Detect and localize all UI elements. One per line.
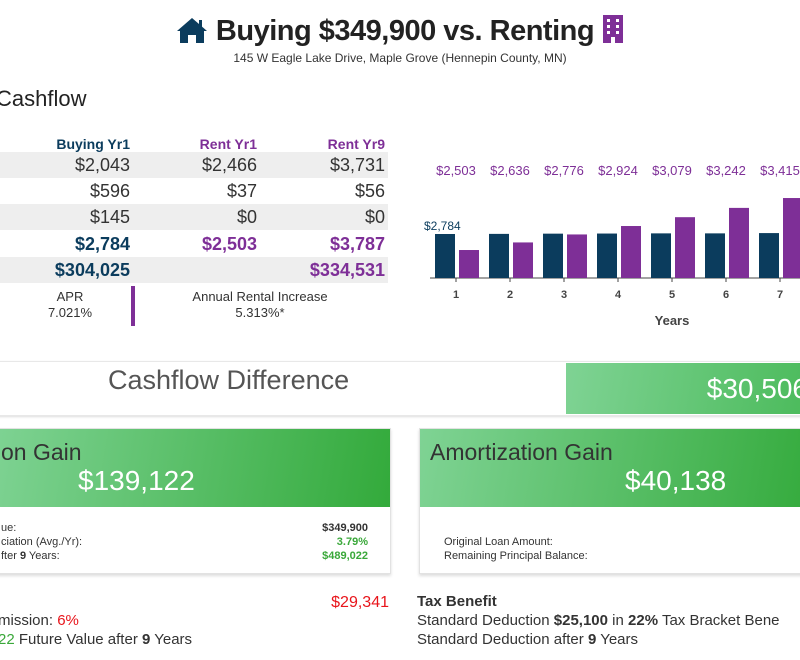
cell: $56	[354, 181, 385, 201]
cell: $2,043	[74, 155, 130, 175]
page-title: Buying $349,900 vs. Renting	[0, 14, 800, 48]
cashflow-difference-value: $30,506	[566, 363, 800, 414]
cell: $3,731	[329, 155, 385, 175]
amortization-labels: Original Loan Amount: Remaining Principa…	[444, 535, 588, 563]
col-buying-yr1: Buying Yr1	[56, 136, 130, 152]
cashflow-heading: Cashflow	[0, 86, 87, 111]
cell: $334,531	[309, 260, 385, 280]
rent-data-label: $2,924	[598, 163, 638, 178]
tax-benefit-heading: Tax Benefit	[417, 593, 497, 610]
commission-amount: $29,341	[331, 594, 389, 611]
appreciation-labels: ue: ciation (Avg./Yr): fter 9 Years:	[1, 521, 82, 563]
cashflow-chart: 1 $2,503 2 $2,636 3 $2,776 4 $2,924 5 $3,079 6 $3,2…	[424, 163, 800, 328]
bar-buying	[489, 233, 509, 278]
bar-renting	[783, 198, 800, 278]
x-tick-label: 5	[669, 289, 675, 301]
table-row: $2,043 $2,466 $3,731	[0, 152, 388, 178]
cell: $2,466	[201, 155, 257, 175]
appreciation-values: $349,900 3.79% $489,022	[322, 521, 368, 563]
cell: $3,787	[329, 234, 385, 254]
x-tick-label: 1	[453, 289, 459, 301]
appreciation-title: on Gain	[1, 439, 82, 465]
x-tick-label: 2	[507, 289, 513, 301]
rent-data-label: $3,079	[652, 163, 692, 178]
bar-renting	[513, 242, 533, 278]
building-icon	[602, 15, 623, 43]
apr-value: 7.021%	[47, 305, 93, 320]
amortization-title: Amortization Gain	[430, 439, 613, 465]
bar-renting	[459, 250, 479, 278]
value: 3.79%	[336, 536, 368, 548]
value: $349,900	[322, 522, 368, 534]
apr: APR 7.021%	[30, 289, 110, 321]
bar-buying	[435, 233, 455, 278]
address: 145 W Eagle Lake Drive, Maple Grove (Hen…	[233, 51, 567, 65]
x-tick-label: 7	[777, 289, 783, 301]
cell: $2,784	[74, 234, 130, 254]
table-row-total: $2,784 $2,503 $3,787	[0, 231, 388, 257]
x-axis-title: Years	[655, 313, 690, 328]
label: Remaining Principal Balance:	[444, 550, 588, 562]
cell: $0	[364, 207, 385, 227]
bar-renting	[621, 226, 641, 278]
amortization-header: Amortization Gain $40,138	[420, 429, 800, 507]
label: ue:	[1, 522, 17, 534]
appreciation-header: on Gain $139,122	[0, 429, 390, 507]
table-row: $596 $37 $56	[0, 178, 388, 204]
label: ciation (Avg./Yr):	[1, 536, 83, 548]
rental-increase-value: 5.313%*	[235, 305, 285, 320]
bar-buying	[597, 233, 617, 278]
cell: $0	[236, 207, 257, 227]
label: Original Loan Amount:	[444, 536, 553, 548]
x-tick-label: 4	[615, 289, 622, 301]
bar-renting	[567, 234, 587, 278]
x-tick-label: 3	[561, 289, 567, 301]
bar-renting	[675, 217, 695, 278]
bar-buying	[705, 233, 725, 278]
cashflow-difference-amount: $30,506	[706, 373, 800, 404]
appreciation-card: on Gain $139,122 ue: ciation (Avg./Yr): …	[0, 428, 391, 574]
value: $489,022	[322, 550, 368, 562]
rent-data-label: $3,415	[760, 163, 800, 178]
col-rent-yr1: Rent Yr1	[199, 136, 257, 152]
bar-renting	[729, 207, 749, 278]
amortization-card: Amortization Gain $40,138 Original Loan …	[419, 428, 800, 574]
cell: $596	[89, 181, 130, 201]
cell: $2,503	[201, 234, 257, 254]
cashflow-difference-label: Cashflow Difference	[108, 365, 350, 395]
rent-data-label: $2,503	[436, 163, 476, 178]
title-text: Buying $349,900 vs. Renting	[215, 15, 595, 47]
amortization-value: $40,138	[625, 465, 727, 496]
cell: $304,025	[54, 260, 130, 280]
bar-buying	[759, 233, 779, 278]
bar-buying	[651, 233, 671, 278]
house-icon	[177, 18, 208, 43]
commission-text: mission: 6% 22 Future Value after 9 Year…	[0, 612, 193, 648]
cell: $145	[89, 207, 130, 227]
table-row: $145 $0 $0	[0, 204, 388, 230]
tax-benefit: Tax Benefit Standard Deduction $25,100 i…	[417, 593, 780, 648]
rent-data-label: $2,636	[490, 163, 530, 178]
rent-data-label: $2,776	[544, 163, 584, 178]
apr-label: APR	[56, 289, 84, 304]
bar-buying	[543, 233, 563, 278]
col-rent-yr9: Rent Yr9	[327, 136, 385, 152]
rental-increase-label: Annual Rental Increase	[192, 289, 328, 304]
divider	[131, 286, 135, 326]
table-row-cumulative: $304,025 $334,531	[0, 257, 388, 283]
rental-increase: Annual Rental Increase 5.313%*	[170, 289, 350, 321]
buying-data-label: $2,784	[424, 219, 461, 233]
label: fter 9 Years:	[1, 550, 60, 562]
rent-data-label: $3,242	[706, 163, 746, 178]
x-tick-label: 6	[723, 289, 729, 301]
appreciation-value: $139,122	[78, 465, 195, 496]
cell: $37	[226, 181, 257, 201]
